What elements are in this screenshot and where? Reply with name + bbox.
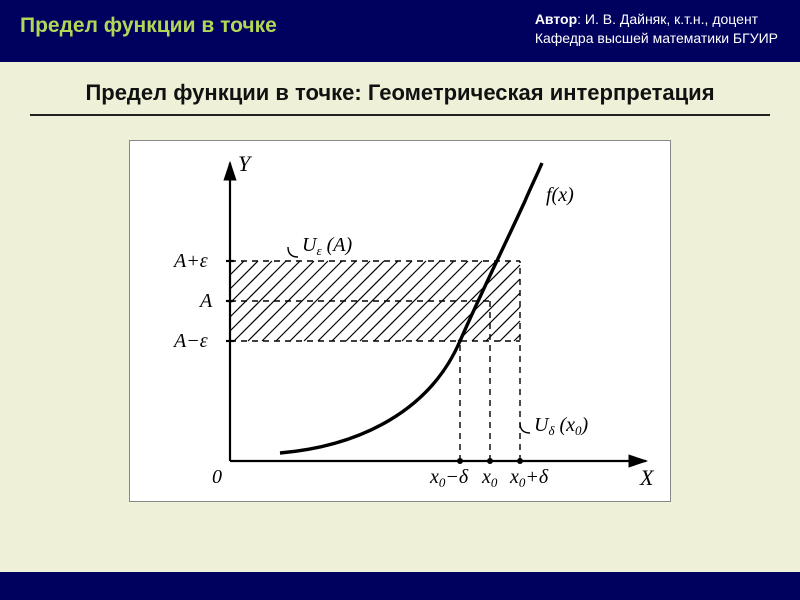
slide-title: Предел функции в точке	[20, 14, 277, 38]
footer-bar	[0, 572, 800, 600]
figure-container: Uε (A) Uδ (x0) f(x) Y X 0 A+ε A A−ε x0−δ x0 x0+δ	[129, 140, 671, 502]
section-divider	[30, 114, 770, 116]
svg-text:X: X	[639, 465, 655, 490]
svg-text:A+ε: A+ε	[172, 250, 208, 272]
dept-line: Кафедра высшей математики БГУИР	[535, 29, 778, 48]
section-title: Предел функции в точке: Геометрическая и…	[0, 80, 800, 106]
svg-text:x0: x0	[481, 466, 498, 490]
svg-text:x0+δ: x0+δ	[509, 466, 549, 490]
svg-text:x0−δ: x0−δ	[429, 466, 469, 490]
author-name: И. В. Дайняк, к.т.н., доцент	[585, 11, 758, 27]
author-block: Автор: И. В. Дайняк, к.т.н., доцент Кафе…	[535, 10, 778, 48]
svg-text:f(x): f(x)	[546, 184, 574, 206]
svg-text:0: 0	[212, 466, 222, 488]
svg-text:Uδ (x0): Uδ (x0)	[534, 414, 589, 438]
svg-text:A−ε: A−ε	[172, 330, 208, 352]
svg-text:Y: Y	[238, 151, 253, 176]
svg-text:A: A	[198, 290, 213, 312]
svg-text:Uε (A): Uε (A)	[302, 234, 352, 258]
author-label: Автор	[535, 11, 577, 27]
limit-diagram: Uε (A) Uδ (x0) f(x) Y X 0 A+ε A A−ε x0−δ x0 x0+δ	[130, 141, 670, 501]
header-bar: Предел функции в точке Автор: И. В. Дайн…	[0, 0, 800, 62]
